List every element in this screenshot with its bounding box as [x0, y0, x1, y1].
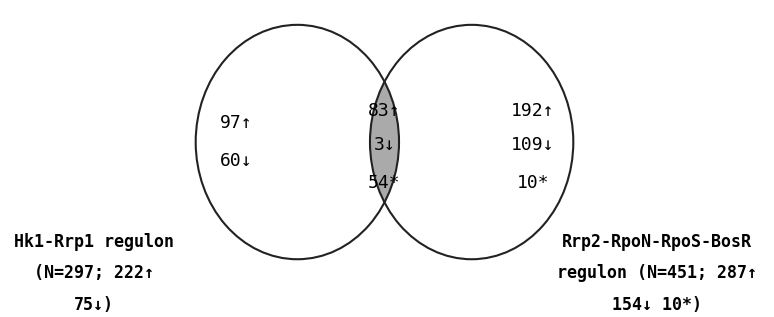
- Ellipse shape: [196, 25, 399, 259]
- Text: 192↑: 192↑: [511, 102, 554, 120]
- Text: 75↓): 75↓): [74, 295, 114, 314]
- Text: Hk1-Rrp1 regulon: Hk1-Rrp1 regulon: [14, 233, 174, 251]
- Text: 97↑: 97↑: [220, 114, 252, 132]
- Text: 109↓: 109↓: [511, 136, 554, 154]
- Text: 154↓ 10*): 154↓ 10*): [611, 295, 702, 314]
- Text: 3↓: 3↓: [374, 136, 396, 154]
- Text: (N=297; 222↑: (N=297; 222↑: [34, 264, 154, 282]
- Text: Rrp2-RpoN-RpoS-BosR: Rrp2-RpoN-RpoS-BosR: [562, 233, 752, 251]
- Ellipse shape: [370, 25, 574, 259]
- Text: 10*: 10*: [516, 174, 549, 192]
- Ellipse shape: [196, 25, 399, 259]
- Text: 83↑: 83↑: [368, 102, 401, 120]
- Text: 54*: 54*: [368, 174, 401, 192]
- Ellipse shape: [370, 25, 574, 259]
- Text: regulon (N=451; 287↑: regulon (N=451; 287↑: [557, 264, 757, 282]
- Text: 60↓: 60↓: [220, 152, 252, 170]
